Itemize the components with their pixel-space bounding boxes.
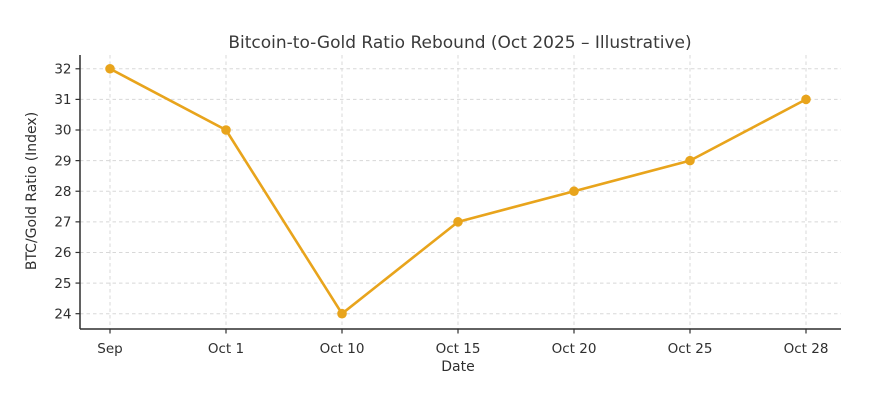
y-tick-label: 25 (54, 276, 71, 292)
y-tick-label: 30 (54, 123, 71, 139)
x-tick-label: Oct 15 (436, 341, 481, 357)
y-tick-label: 31 (54, 92, 71, 108)
y-axis-label: BTC/Gold Ratio (Index) (24, 112, 40, 270)
y-tick-label: 29 (54, 153, 71, 169)
x-tick-label: Sep (97, 341, 122, 357)
y-tick-label: 28 (54, 184, 71, 200)
data-point-marker (105, 63, 115, 74)
y-tick-label: 27 (54, 215, 71, 231)
data-point-marker (569, 186, 579, 197)
x-tick-label: Oct 25 (668, 341, 713, 357)
x-axis-label: Date (441, 359, 474, 375)
grid-layer (80, 55, 841, 329)
data-point-marker (685, 155, 695, 166)
data-point-marker (337, 308, 347, 319)
y-tick-label: 26 (54, 245, 71, 261)
axes-layer: 24 25 26 27 28 29 30 31 32 Sep Oct 1 Oct 10 Oct 15 Oc… (54, 55, 841, 357)
data-point-marker (453, 217, 463, 227)
x-tick-label: Oct 20 (552, 341, 597, 357)
chart-title: Bitcoin-to-Gold Ratio Rebound (Oct 2025 … (228, 33, 691, 53)
data-point-marker (221, 125, 231, 135)
x-tick-label: Oct 28 (784, 341, 829, 357)
y-tick-label: 24 (54, 306, 71, 322)
y-tick-label: 32 (54, 62, 71, 78)
data-point-marker (801, 94, 811, 105)
x-tick-label: Oct 10 (320, 341, 365, 357)
series-layer (105, 63, 811, 319)
x-tick-label: Oct 1 (208, 341, 244, 357)
